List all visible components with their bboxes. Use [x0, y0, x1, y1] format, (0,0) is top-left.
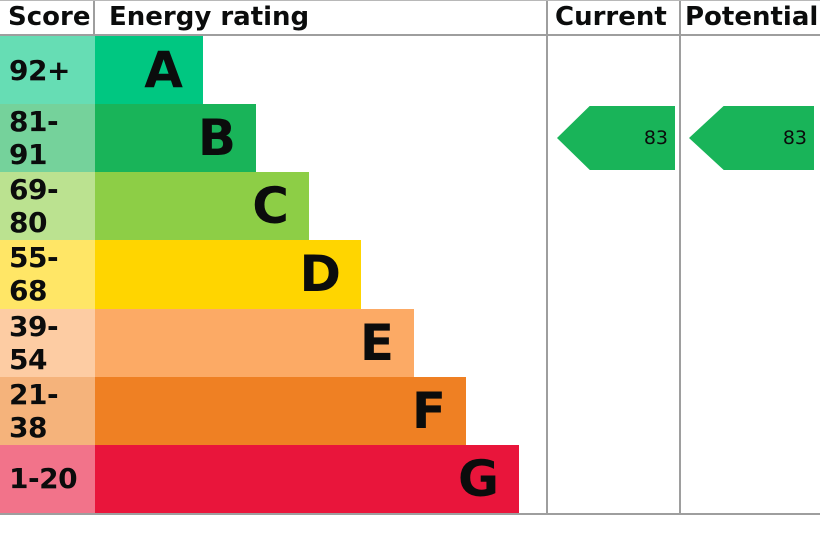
band-letter-e: E [359, 313, 394, 372]
epc-chart-area: Score Energy rating Current Potential 92… [0, 0, 820, 515]
band-rows: 92+ A 81-91 B 69-80 C 55-68 [0, 36, 820, 515]
potential-rating-arrow: 83 [689, 105, 814, 171]
band-letter-f: F [411, 381, 446, 440]
band-row-b: 81-91 B [0, 104, 820, 173]
band-letter-a: A [144, 41, 183, 100]
current-rating-arrow: 83 [557, 105, 675, 171]
potential-column: 83 [679, 36, 820, 513]
band-bar-a: A [95, 36, 203, 105]
band-bar-g: G [95, 444, 519, 513]
band-row-c: 69-80 C [0, 172, 820, 241]
energy-rating-column-header: Energy rating [109, 2, 310, 32]
current-column-header: Current [546, 1, 679, 34]
score-range-d: 55-68 [0, 240, 95, 309]
band-bar-d: D [95, 240, 361, 309]
band-row-g: 1-20 G [0, 444, 820, 513]
score-range-g: 1-20 [0, 444, 95, 513]
potential-column-header: Potential [679, 1, 820, 34]
band-row-f: 21-38 F [0, 376, 820, 445]
score-column-header: Score [0, 1, 95, 34]
band-letter-g: G [457, 449, 499, 508]
band-letter-b: B [197, 109, 236, 168]
band-bar-e: E [95, 308, 414, 377]
band-bar-b: B [95, 104, 256, 173]
band-row-d: 55-68 D [0, 240, 820, 309]
band-bar-c: C [95, 172, 309, 241]
current-rating-value: 83 [643, 126, 668, 149]
band-row-a: 92+ A [0, 36, 820, 105]
potential-rating-value: 83 [782, 126, 807, 149]
score-range-a: 92+ [0, 36, 95, 105]
score-range-b: 81-91 [0, 104, 95, 173]
current-column: 83 [546, 36, 679, 513]
band-letter-d: D [299, 245, 341, 304]
band-bar-f: F [95, 376, 466, 445]
score-range-e: 39-54 [0, 308, 95, 377]
chart-header: Score Energy rating Current Potential [0, 1, 820, 36]
score-range-f: 21-38 [0, 376, 95, 445]
score-range-c: 69-80 [0, 172, 95, 241]
band-letter-c: C [252, 177, 289, 236]
band-row-e: 39-54 E [0, 308, 820, 377]
